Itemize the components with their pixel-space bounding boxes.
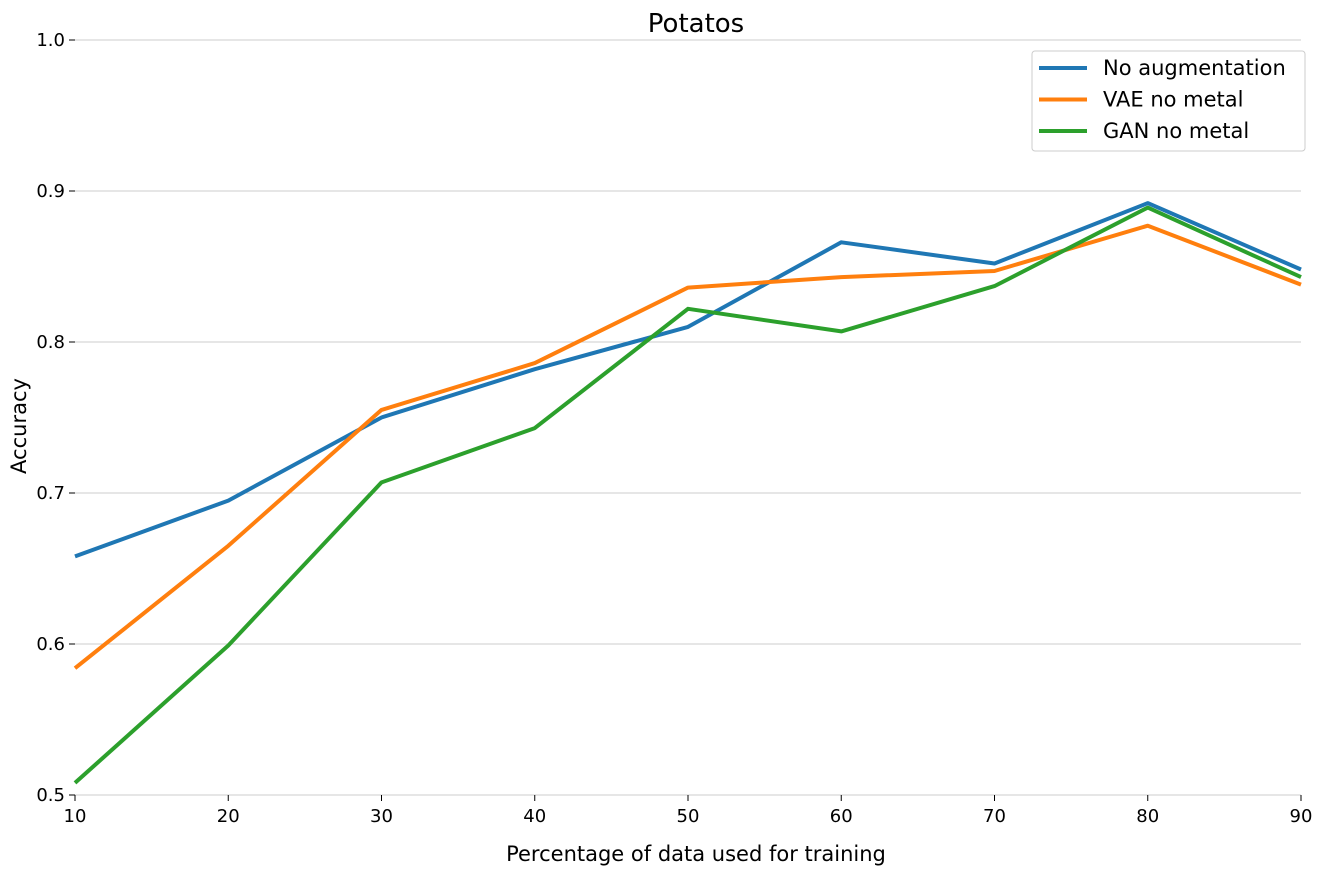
x-tick-label: 20 <box>217 806 240 827</box>
x-tick-label: 70 <box>983 806 1006 827</box>
y-tick-label: 1.0 <box>36 30 65 51</box>
y-tick-label: 0.7 <box>36 483 65 504</box>
series-line-no-augmentation <box>74 201 1302 559</box>
y-axis-label: Accuracy <box>7 378 31 474</box>
legend-item: VAE no metal <box>1039 88 1243 112</box>
legend-label: VAE no metal <box>1103 88 1243 112</box>
legend-label: GAN no metal <box>1103 119 1249 143</box>
legend-box <box>1031 50 1306 152</box>
series-lines <box>73 201 1302 785</box>
legend-item: GAN no metal <box>1039 119 1249 143</box>
chart-title: Potatos <box>648 9 744 39</box>
x-axis-label: Percentage of data used for training <box>506 842 886 866</box>
y-tick-label: 0.9 <box>36 181 65 202</box>
y-tick-label: 0.6 <box>36 634 65 655</box>
legend: No augmentation VAE no metal GAN no metal <box>1031 50 1306 152</box>
x-axis-ticks: 10 20 30 40 50 60 70 80 90 <box>64 795 1313 827</box>
y-axis-ticks: 0.5 0.6 0.7 0.8 0.9 1.0 <box>36 30 75 806</box>
x-tick-label: 80 <box>1136 806 1159 827</box>
y-tick-label: 0.8 <box>36 332 65 353</box>
series-line-gan-no-metal <box>73 205 1302 785</box>
x-tick-label: 30 <box>370 806 393 827</box>
legend-item: No augmentation <box>1039 56 1286 80</box>
series-line-vae-no-metal <box>73 223 1302 670</box>
x-tick-label: 90 <box>1290 806 1313 827</box>
gridlines <box>75 39 1301 796</box>
x-tick-label: 50 <box>677 806 700 827</box>
x-tick-label: 10 <box>64 806 87 827</box>
y-tick-label: 0.5 <box>36 785 65 806</box>
x-tick-label: 60 <box>830 806 853 827</box>
x-tick-label: 40 <box>523 806 546 827</box>
legend-label: No augmentation <box>1103 56 1286 80</box>
